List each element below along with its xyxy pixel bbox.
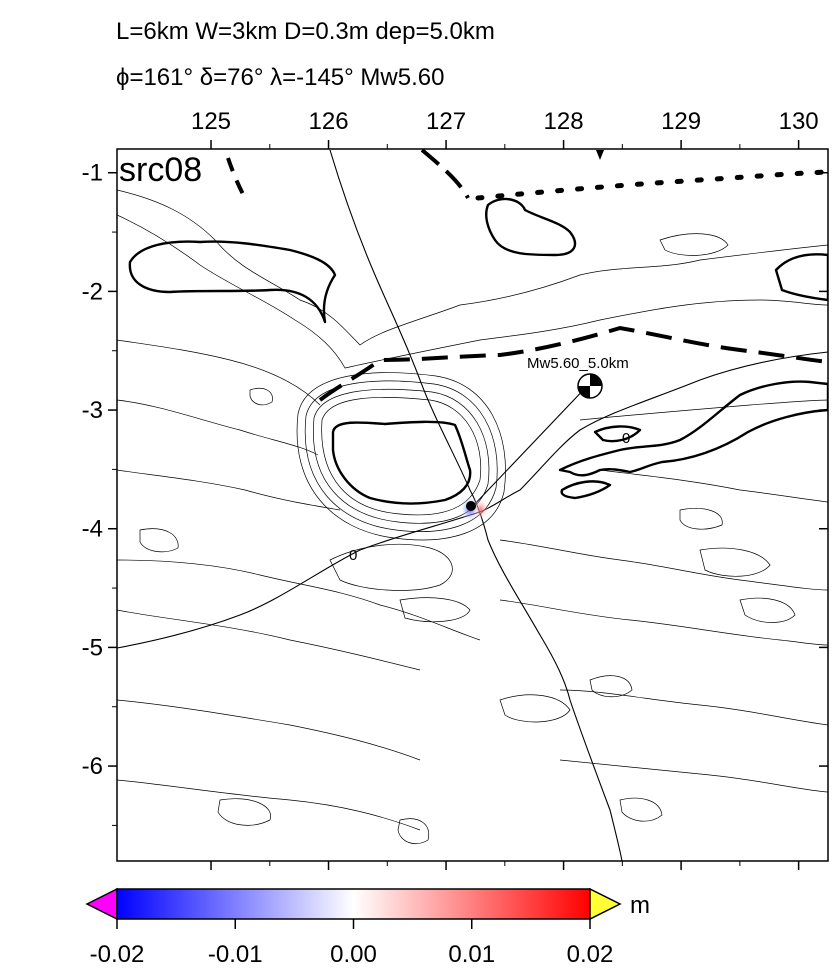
x-tick-label: 125	[191, 108, 231, 135]
colorbar-tick-label: 0.02	[567, 941, 614, 968]
y-tick-label: -6	[82, 753, 103, 780]
epicenter-link-line	[471, 382, 591, 508]
x-tick-label: 126	[309, 108, 349, 135]
colorbar-ticks: -0.02 -0.01 0.00 0.01 0.02	[90, 919, 614, 968]
coastline-contours	[128, 197, 828, 505]
source-label: src08	[119, 151, 202, 189]
x-tick-label: 128	[544, 108, 584, 135]
colorbar-tick-label: 0.01	[448, 941, 495, 968]
y-tick-label: -1	[82, 160, 103, 187]
event-label: Mw5.60_5.0km	[527, 355, 629, 372]
colorbar: m -0.02 -0.01 0.00 0.01 0.02	[85, 887, 650, 968]
plate-boundary-dashed	[318, 325, 828, 402]
x-tick-label: 127	[426, 108, 466, 135]
focal-mechanism-beachball[interactable]	[577, 373, 603, 399]
plate-boundary-west	[226, 157, 247, 199]
y-tick-label: -2	[82, 278, 103, 305]
title-fault-parameters: L=6km W=3km D=0.3m dep=5.0km	[116, 18, 495, 45]
y-tick-label: -3	[82, 397, 103, 424]
map-area: 0 0 Mw5.60_5.0km src08	[117, 149, 828, 861]
bathymetry-contours	[117, 189, 828, 844]
basin-contours	[296, 372, 506, 541]
colorbar-tick-label: -0.02	[90, 941, 145, 968]
colorbar-tick-label: -0.01	[208, 941, 263, 968]
title-focal-mechanism: ϕ=161° δ=76° λ=-145° Mw5.60	[116, 64, 445, 91]
x-tick-label: 130	[779, 108, 819, 135]
contour-label-west: 0	[349, 547, 357, 564]
trench-marker	[596, 150, 604, 160]
plate-boundary-north	[420, 149, 470, 199]
colorbar-over-triangle	[589, 887, 622, 921]
y-tick-label: -4	[82, 516, 103, 543]
y-axis-left: -1 -2 -3 -4 -5 -6	[82, 160, 828, 826]
y-tick-label: -5	[82, 634, 103, 661]
map-frame	[116, 148, 829, 862]
fault-trace-main	[329, 149, 623, 861]
x-axis-top: 125 126 127 128 129 130	[191, 108, 819, 870]
colorbar-tick-label: 0.00	[330, 941, 377, 968]
colorbar-under-triangle	[85, 887, 118, 921]
zero-contour-line	[117, 351, 828, 649]
plate-boundary-dotted	[475, 169, 828, 201]
colorbar-unit: m	[630, 892, 650, 919]
source-point	[466, 501, 476, 511]
colorbar-gradient	[116, 888, 591, 920]
x-tick-label: 129	[661, 108, 701, 135]
contour-label-east: 0	[622, 430, 630, 447]
slip-patch-positive	[473, 498, 489, 520]
